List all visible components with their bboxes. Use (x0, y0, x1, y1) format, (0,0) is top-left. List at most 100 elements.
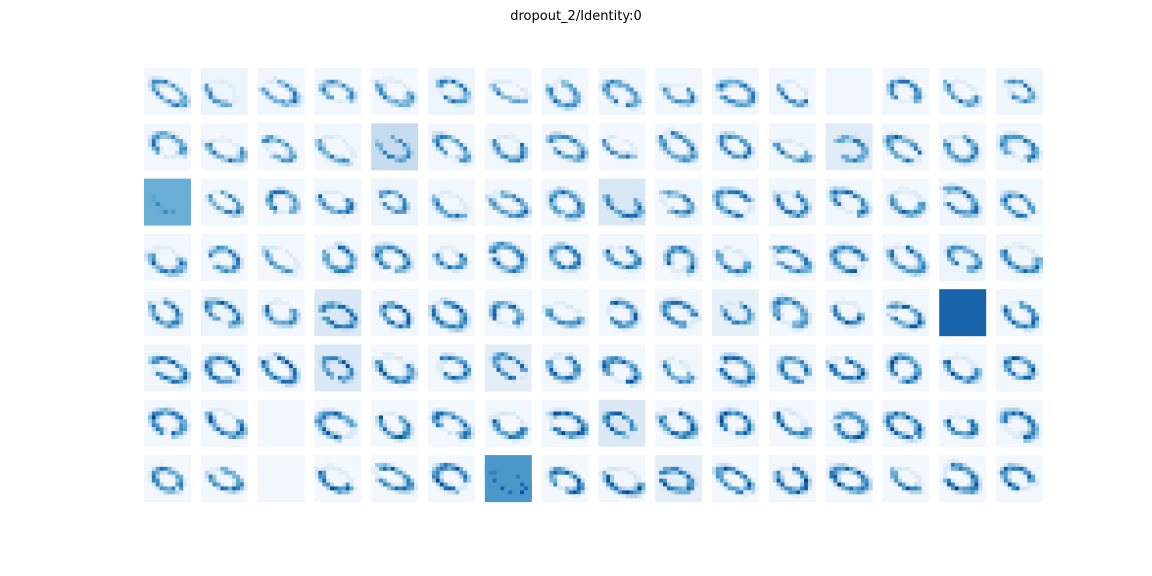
activation-pixel (236, 198, 241, 203)
activation-pixel (637, 202, 642, 207)
activation-pixel (390, 304, 395, 309)
activation-pixel (208, 190, 213, 195)
activation-pixel (1039, 257, 1044, 262)
activation-pixel (886, 312, 891, 317)
activation-pixel (1015, 352, 1020, 357)
activation-pixel (288, 253, 293, 258)
activation-pixel (439, 411, 444, 416)
activation-pixel (731, 75, 736, 80)
activation-pixel (447, 415, 452, 420)
activation-pixel (159, 269, 164, 274)
activation-pixel (281, 142, 286, 147)
activation-pixel (715, 261, 720, 266)
activation-pixel (962, 209, 967, 214)
activation-pixel (406, 364, 411, 369)
activation-pixel (731, 269, 736, 274)
activation-pixel (731, 103, 736, 108)
activation-pixel (800, 154, 805, 159)
activation-pixel (625, 217, 630, 222)
activation-pixel (296, 308, 301, 313)
activation-pixel (326, 245, 331, 250)
activation-pixel (269, 312, 274, 317)
activation-pixel (909, 209, 914, 214)
activation-pixel (576, 371, 581, 376)
activation-pixel (580, 95, 585, 100)
activation-pixel (1023, 158, 1028, 163)
activation-pixel (428, 308, 432, 313)
activation-pixel (602, 87, 607, 92)
activation-pixel (394, 265, 399, 270)
activation-pixel (837, 375, 842, 380)
activation-pixel (431, 304, 436, 309)
activation-pixel (516, 95, 521, 100)
activation-pixel (580, 206, 585, 210)
activation-pixel (285, 320, 289, 325)
activation-pixel (204, 91, 209, 96)
activation-pixel (382, 83, 387, 88)
activation-pixel (439, 415, 444, 420)
activation-pixel (459, 103, 464, 108)
activation-pixel (322, 202, 327, 207)
activation-pixel (159, 320, 164, 325)
activation-pixel (439, 352, 444, 357)
activation-pixel (557, 249, 562, 254)
activation-pixel (572, 194, 577, 199)
activation-pixel (751, 91, 756, 96)
activation-pixel (288, 202, 293, 207)
activation-pixel (345, 253, 350, 258)
activation-pixel (265, 142, 270, 147)
activation-pixel (379, 95, 383, 100)
activation-pixel (670, 253, 675, 258)
activation-pixel (565, 213, 570, 218)
activation-pixel (349, 375, 354, 380)
activation-pixel (776, 316, 781, 321)
activation-pixel (890, 150, 895, 155)
activation-pixel (625, 249, 630, 254)
activation-pixel (520, 154, 525, 159)
activation-pixel (402, 91, 407, 96)
activation-pixel (966, 304, 971, 309)
activation-pixel (894, 131, 899, 136)
activation-pixel (602, 198, 607, 203)
activation-pixel (1011, 245, 1016, 250)
activation-pixel (322, 206, 327, 210)
activation-pixel (330, 352, 335, 357)
activation-pixel (853, 253, 857, 258)
activation-pixel (800, 265, 805, 270)
activation-pixel (796, 198, 801, 203)
activation-pixel (999, 253, 1004, 258)
activation-pixel (375, 142, 380, 147)
activation-pixel (386, 356, 391, 361)
activation-pixel (768, 138, 773, 143)
activation-pixel (943, 249, 948, 254)
activation-pixel (333, 83, 338, 88)
activation-pixel (167, 269, 172, 274)
activation-pixel (1007, 190, 1012, 195)
activation-pixel (837, 154, 842, 159)
activation-pixel (549, 364, 554, 369)
activation-pixel (228, 364, 233, 369)
activation-pixel (277, 375, 282, 380)
activation-pixel (232, 198, 237, 203)
activation-pixel (224, 249, 229, 254)
activation-pixel (382, 154, 387, 159)
activation-pixel (232, 99, 237, 104)
activation-pixel (496, 356, 501, 361)
activation-pixel (504, 352, 509, 357)
activation-pixel (886, 300, 891, 305)
activation-pixel (788, 265, 793, 270)
activation-pixel (553, 91, 558, 96)
activation-pixel (500, 435, 505, 440)
activation-pixel (402, 304, 407, 309)
activation-pixel (659, 142, 664, 147)
activation-pixel (954, 135, 959, 140)
activation-pixel (739, 150, 744, 155)
activation-pixel (743, 142, 748, 147)
activation-pixel (467, 324, 472, 329)
activation-pixel (913, 146, 918, 151)
activation-pixel (269, 253, 274, 258)
activation-pixel (390, 241, 395, 246)
activation-pixel (459, 99, 464, 104)
activation-pixel (516, 308, 521, 313)
activation-pixel (175, 198, 180, 203)
